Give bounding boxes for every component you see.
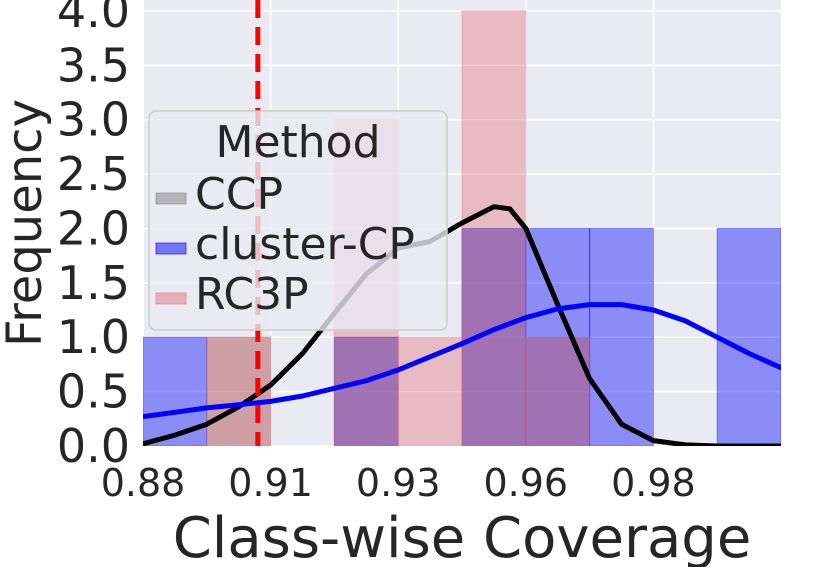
- bar-cluster-cp: [589, 227, 654, 446]
- bar-cluster-cp: [525, 227, 591, 446]
- legend-swatch: [155, 292, 187, 305]
- bar-rc3p: [397, 336, 463, 446]
- y-tick-label: 0.5: [57, 365, 130, 419]
- y-tick-label: 0.0: [57, 419, 130, 473]
- kde-line-ccp: [143, 204, 781, 446]
- x-tick-label: 0.96: [483, 461, 568, 505]
- y-tick-label: 1.0: [57, 310, 130, 364]
- bar-cluster-cp: [333, 336, 399, 446]
- bar-ccp: [333, 336, 399, 446]
- y-tick-label: 1.5: [57, 256, 130, 310]
- legend-swatch: [155, 192, 187, 205]
- legend-title: Method: [215, 117, 380, 168]
- y-tick-label: 2.0: [57, 201, 130, 255]
- kde-curves: [143, 204, 781, 446]
- x-tick-label: 0.93: [356, 461, 441, 505]
- y-tick-labels: 0.00.51.01.52.02.53.03.54.0: [57, 0, 130, 473]
- y-axis-label: Frequency: [0, 99, 53, 347]
- x-axis-label: Class-wise Coverage: [173, 506, 752, 567]
- legend-box: [148, 110, 448, 331]
- y-tick-label: 4.0: [57, 0, 130, 38]
- legend-swatch: [155, 242, 187, 255]
- histogram-bars: [143, 10, 781, 446]
- y-tick-label: 2.5: [57, 147, 130, 201]
- bar-rc3p: [461, 10, 527, 446]
- x-tick-labels: 0.88 0.91 0.93 0.96 0.98: [101, 461, 696, 505]
- bar-cluster-cp: [716, 227, 781, 446]
- y-tick-label: 3.5: [57, 38, 130, 92]
- y-tick-label: 3.0: [57, 93, 130, 147]
- x-tick-label: 0.88: [101, 461, 186, 505]
- legend-label: cluster-CP: [195, 219, 415, 270]
- kde-line-cluster-cp: [143, 302, 781, 420]
- legend-label: RC3P: [195, 269, 309, 320]
- x-tick-label: 0.91: [228, 461, 313, 505]
- legend-label: CCP: [195, 169, 283, 220]
- x-tick-label: 0.98: [611, 461, 696, 505]
